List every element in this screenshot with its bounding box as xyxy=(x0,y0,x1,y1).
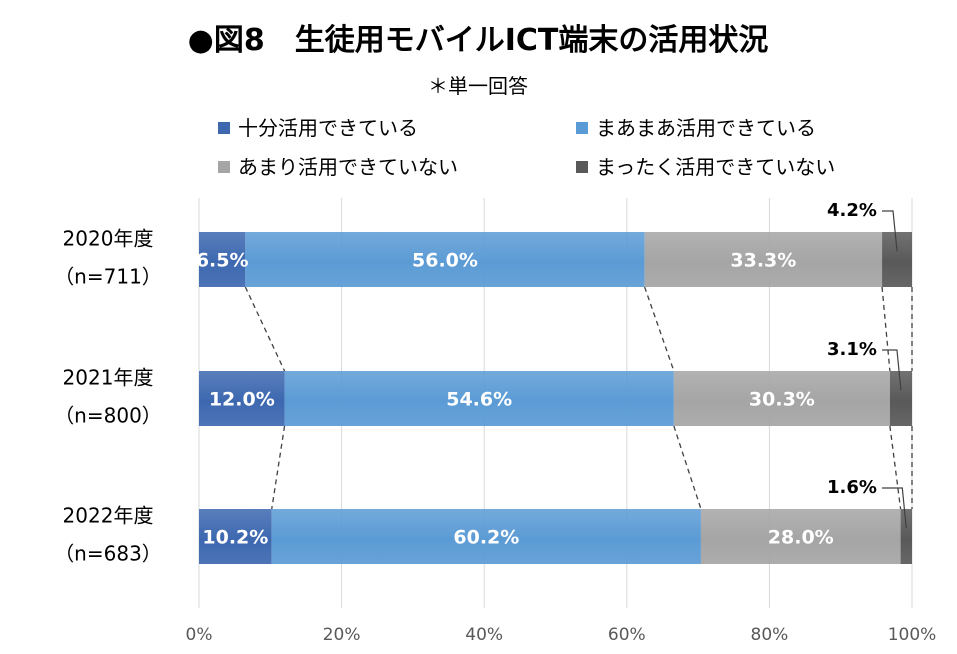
category-n-label: （n=800） xyxy=(54,404,162,428)
bar-segment xyxy=(889,371,912,426)
data-label: 30.3% xyxy=(749,389,815,411)
series-line xyxy=(881,286,891,372)
x-tick-label: 40% xyxy=(465,625,503,645)
data-label: 54.6% xyxy=(446,389,512,411)
data-label-outside: 1.6% xyxy=(827,477,877,498)
category-n-label: （n=711） xyxy=(54,265,162,289)
series-line xyxy=(244,286,286,372)
chart-subtitle: ＊単一回答 xyxy=(428,74,528,98)
legend-swatch xyxy=(576,161,588,173)
category-year-label: 2020年度 xyxy=(63,227,154,251)
data-label: 60.2% xyxy=(453,527,519,549)
legend-label: 十分活用できている xyxy=(238,116,418,140)
bar-segment xyxy=(882,232,912,287)
leader-line xyxy=(882,487,907,529)
data-label: 56.0% xyxy=(412,250,478,272)
data-label: 28.0% xyxy=(768,527,834,549)
series-lines xyxy=(244,286,913,510)
category-labels: 2020年度 （n=711） 2021年度 （n=800） 2022年度 （n=683） xyxy=(54,227,162,566)
series-line xyxy=(673,425,702,510)
bar-segment xyxy=(900,509,912,564)
legend-label: まったく活用できていない xyxy=(596,155,835,179)
bar-segment xyxy=(700,509,901,564)
x-tick-label: 0% xyxy=(186,625,213,645)
bar-segment xyxy=(284,371,674,426)
category-year-label: 2022年度 xyxy=(63,504,154,528)
x-tick-label: 60% xyxy=(608,625,646,645)
data-label: 10.2% xyxy=(202,527,268,549)
category-year-label: 2021年度 xyxy=(63,366,154,390)
bar-segment xyxy=(271,509,701,564)
legend-label: あまり活用できていない xyxy=(238,155,458,179)
data-label-outside: 4.2% xyxy=(827,200,877,221)
data-label: 33.3% xyxy=(730,250,796,272)
x-tick-label: 80% xyxy=(751,625,789,645)
bar-segment xyxy=(199,232,246,287)
series-line xyxy=(889,425,902,510)
chart-title: ●図8 生徒用モバイルICT端末の活用状況 xyxy=(188,23,769,58)
legend-swatch xyxy=(218,122,230,134)
series-line xyxy=(271,425,286,510)
x-tick-label: 20% xyxy=(323,625,361,645)
data-label-outside: 3.1% xyxy=(827,339,877,360)
data-label: 12.0% xyxy=(209,389,275,411)
x-axis-ticks: 0% 20% 40% 60% 80% 100% xyxy=(186,625,937,645)
legend-label: まあまあ活用できている xyxy=(596,116,816,140)
bar-segment xyxy=(199,371,285,426)
bar-segment xyxy=(644,232,883,287)
x-tick-label: 100% xyxy=(888,625,937,645)
category-n-label: （n=683） xyxy=(54,542,162,566)
legend-swatch xyxy=(576,122,588,134)
leader-line xyxy=(882,349,902,391)
bar-segment xyxy=(673,371,890,426)
bar-segment xyxy=(199,509,272,564)
legend-swatch xyxy=(218,161,230,173)
series-line xyxy=(644,286,675,372)
leader-line xyxy=(882,210,898,252)
bar-segment xyxy=(245,232,645,287)
data-labels: 6.5% 56.0% 33.3% 4.2% 12.0% 54.6% 30.3% 3.1% 10.… xyxy=(196,200,907,549)
data-label: 6.5% xyxy=(196,250,249,272)
bars xyxy=(199,232,912,564)
